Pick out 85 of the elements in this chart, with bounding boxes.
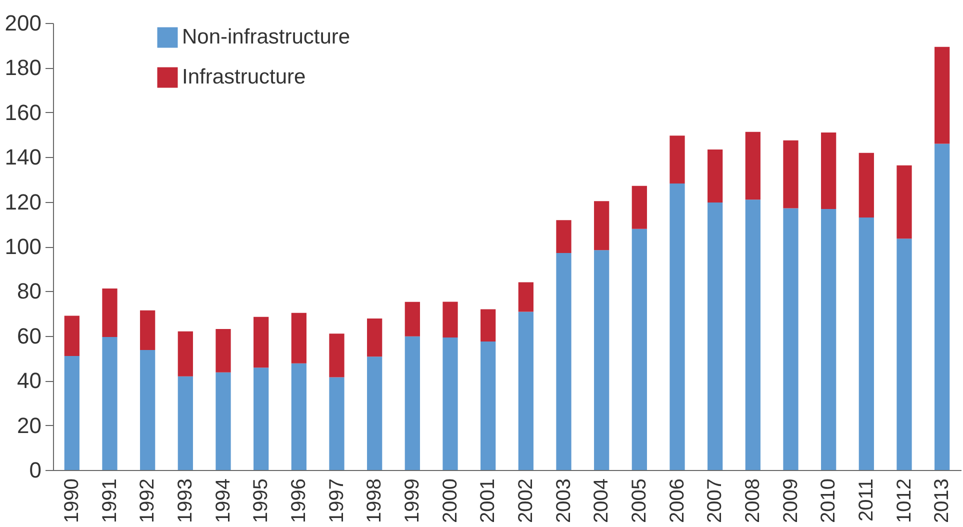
bar [404, 302, 420, 336]
bar [783, 208, 798, 470]
y-tick-label: 120 [4, 189, 42, 214]
bar [178, 331, 193, 376]
bar [216, 372, 231, 470]
y-tick-label: 140 [4, 144, 42, 170]
bar [178, 376, 193, 470]
y-tick-label: 180 [4, 55, 42, 80]
bar [858, 217, 874, 470]
bar [896, 238, 912, 470]
bar [140, 350, 156, 470]
y-tick-label: 80 [17, 278, 42, 304]
bar [821, 132, 836, 209]
legend-label: Infrastructure [182, 66, 306, 88]
bar [140, 310, 156, 350]
bar [670, 183, 685, 470]
y-tick-label: 60 [17, 323, 42, 348]
bar [821, 208, 836, 470]
bar [934, 144, 950, 470]
x-tick-label: 2011 [855, 478, 878, 522]
bar [102, 337, 118, 470]
x-tick-label: 2005 [628, 478, 650, 523]
x-tick-label: 2002 [514, 478, 537, 523]
x-tick-label: 2001 [477, 478, 500, 523]
x-tick-label: 2000 [439, 478, 462, 523]
x-tick-label: 1990 [60, 478, 83, 523]
y-tick-label: 200 [4, 10, 42, 36]
bar [329, 377, 344, 470]
y-tick-label: 0 [29, 458, 42, 482]
bar [64, 316, 80, 356]
bar [404, 336, 420, 470]
y-tick-label: 160 [4, 100, 42, 125]
x-tick-label: 1996 [288, 478, 310, 523]
bar [291, 363, 306, 470]
bar [745, 132, 760, 200]
bar [442, 302, 458, 338]
bar [329, 334, 344, 378]
x-tick-label: 2006 [666, 478, 688, 523]
bar [745, 200, 760, 470]
bar [480, 341, 496, 470]
bar [670, 136, 685, 184]
bar [367, 356, 382, 470]
y-tick-label: 20 [17, 412, 42, 438]
bar [367, 318, 382, 357]
bar [254, 368, 269, 470]
x-tick-label: 1993 [174, 478, 196, 523]
bar [708, 202, 723, 470]
bar [708, 150, 723, 202]
bar [254, 316, 269, 368]
y-tick-label: 100 [4, 234, 42, 259]
x-tick-label: 1998 [364, 478, 386, 523]
bar [896, 165, 912, 239]
x-tick-label: 2003 [552, 478, 575, 523]
bar [632, 186, 647, 229]
x-tick-label: 1999 [401, 478, 424, 523]
bar [442, 337, 458, 470]
bar [858, 152, 874, 218]
bar [594, 250, 610, 470]
bar [216, 328, 231, 372]
bar [102, 288, 118, 338]
bar [64, 356, 80, 470]
bar [518, 312, 534, 470]
x-tick-label: 2008 [742, 478, 764, 523]
x-tick-label: 2004 [590, 478, 613, 523]
bar [594, 201, 610, 250]
x-tick-label: 1012 [893, 478, 916, 523]
x-tick-label: 1995 [250, 478, 272, 523]
x-tick-label: 2010 [818, 478, 840, 523]
bar [556, 220, 572, 253]
x-tick-label: 1997 [326, 478, 348, 523]
bar [291, 312, 306, 364]
bar [632, 228, 647, 470]
bar [934, 46, 950, 144]
bar [783, 140, 798, 208]
legend-label: Non-infrastructure [182, 26, 350, 48]
x-tick-label: 1994 [212, 478, 234, 523]
x-tick-label: 1992 [136, 478, 159, 523]
x-tick-label: 2013 [931, 478, 954, 523]
x-tick-label: 2007 [704, 478, 726, 523]
bar [480, 309, 496, 342]
x-tick-label: 1991 [98, 478, 121, 523]
bar [556, 252, 572, 470]
bar [518, 282, 534, 312]
y-tick-label: 40 [17, 368, 42, 394]
x-tick-label: 2009 [780, 478, 802, 523]
